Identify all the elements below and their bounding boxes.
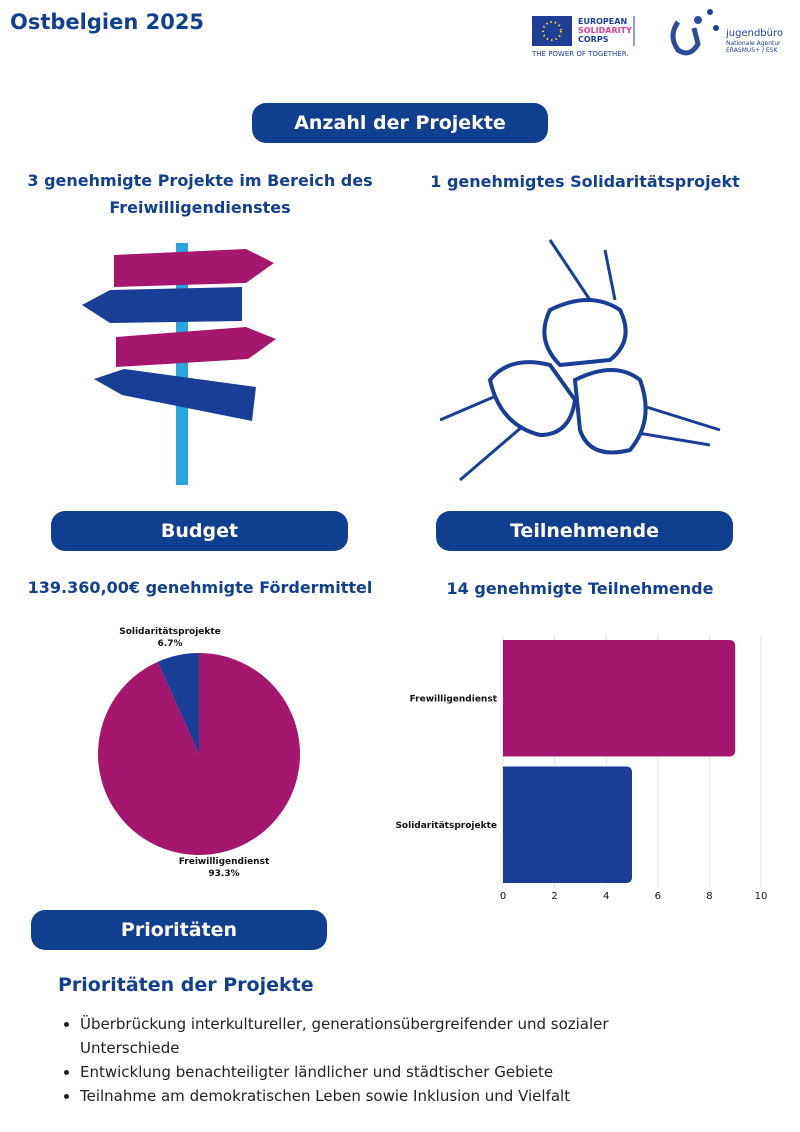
projects-right-text: 1 genehmigtes Solidaritätsprojekt — [430, 172, 740, 191]
participants-bar-chart: 0 2 4 6 8 10 Frewilligendienst Solidaritätsproj… — [395, 635, 768, 902]
x-tick-label: 10 — [755, 891, 768, 902]
eu-stars — [542, 21, 562, 41]
budget-pie-chart: Freiwilligendienst 93.3% Solidaritätsproje… — [97, 627, 300, 879]
bar — [503, 766, 632, 883]
logo-dot — [707, 9, 713, 15]
y-tick-label: Frewilligendienst — [410, 694, 498, 704]
priority-list: Überbrückung interkultureller, generatio… — [58, 1012, 620, 1108]
priorities-subheading: Prioritäten der Projekte — [58, 974, 314, 996]
hands — [440, 239, 721, 482]
bar — [503, 640, 736, 757]
eu-flag — [532, 16, 572, 46]
logo-text: EUROPEAN — [578, 17, 627, 26]
logo-text: ERASMUS+ / ESK — [726, 47, 778, 54]
section-heading: Prioritäten — [31, 910, 327, 950]
logo-text: SOLIDARITY — [578, 26, 632, 35]
y-tick-label: Solidaritätsprojekte — [395, 821, 497, 831]
logo-text: CORPS — [578, 35, 609, 44]
participants-text: 14 genehmigte Teilnehmende — [446, 579, 714, 598]
pie-slice — [157, 653, 199, 754]
pie-label: Solidaritätsprojekte — [119, 627, 221, 637]
hands-illustration — [440, 239, 721, 482]
logo-dot — [713, 25, 719, 31]
page-title: Ostbelgien 2025 — [10, 10, 205, 34]
sign-arrow — [94, 369, 256, 421]
agency-logo: jugendbüro Nationale Agentur ERASMUS+ / … — [670, 9, 783, 56]
x-tick-label: 6 — [655, 891, 661, 902]
logo-dot — [694, 16, 702, 24]
logo-text: jugendbüro — [725, 28, 783, 39]
signpost-illustration — [82, 243, 276, 485]
priority-item: Entwicklung benachteiligter ländlicher u… — [80, 1060, 620, 1084]
section-heading: Teilnehmende — [436, 511, 733, 551]
section-heading: Anzahl der Projekte — [252, 103, 548, 143]
x-tick-label: 4 — [603, 891, 609, 902]
sign-arrow — [82, 287, 242, 323]
priority-item: Teilnahme am demokratischen Leben sowie … — [80, 1084, 620, 1108]
priority-item: Überbrückung interkultureller, generatio… — [80, 1012, 620, 1060]
logo-text: Nationale Agentur — [726, 40, 781, 47]
section-heading: Budget — [51, 511, 348, 551]
pie-value-label: 93.3% — [208, 869, 239, 879]
x-tick-label: 0 — [500, 891, 506, 902]
logo-text: THE POWER OF TOGETHER. — [531, 50, 629, 58]
x-tick-label: 8 — [706, 891, 712, 902]
x-tick-label: 2 — [551, 891, 557, 902]
sign-arrow — [116, 327, 276, 367]
logo-mark — [670, 20, 701, 56]
budget-text: 139.360,00€ genehmigte Fördermittel — [27, 578, 373, 597]
esc-logo: EUROPEAN SOLIDARITY CORPS THE POWER OF T… — [531, 16, 635, 58]
pie-value-label: 6.7% — [158, 639, 183, 649]
sign-arrow — [114, 249, 274, 287]
pie-label: Freiwilligendienst — [179, 857, 270, 867]
projects-left-text: 3 genehmigte Projekte im Bereich des Fre… — [27, 171, 373, 217]
